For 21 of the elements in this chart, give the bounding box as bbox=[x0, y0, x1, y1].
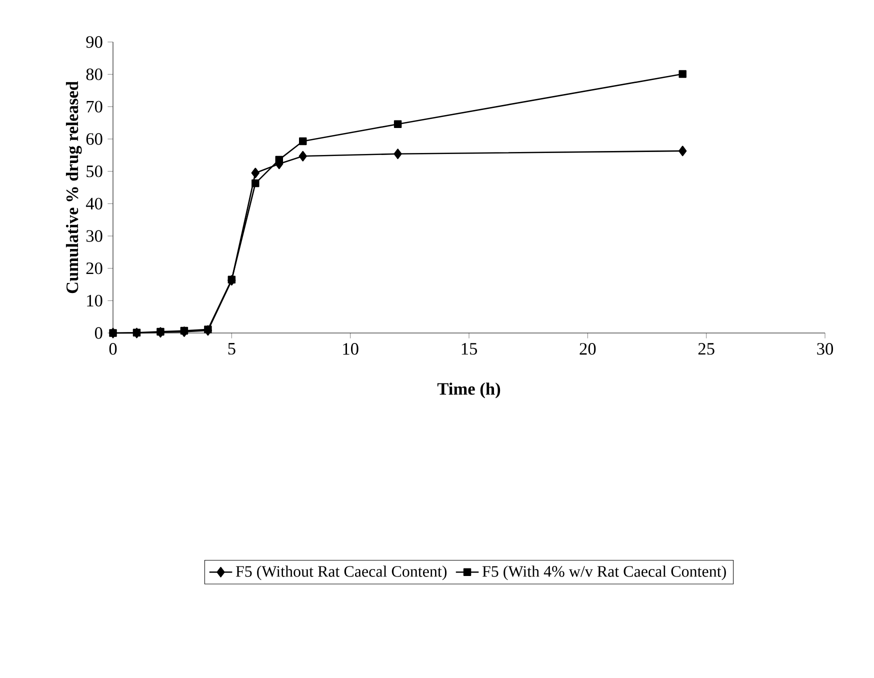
y-tick-label: 10 bbox=[87, 294, 102, 307]
y-tick-label: 50 bbox=[86, 165, 102, 178]
y-tick-label: 80 bbox=[86, 68, 102, 80]
x-axis-title: Time (h) bbox=[437, 382, 500, 398]
x-tick-label: 20 bbox=[580, 343, 596, 355]
x-tick-label: 10 bbox=[343, 343, 358, 355]
y-tick-label: 40 bbox=[86, 198, 102, 210]
y-tick-label: 0 bbox=[94, 327, 102, 339]
x-tick-label: 5 bbox=[228, 343, 236, 355]
x-tick-label: 15 bbox=[462, 343, 477, 355]
y-tick-label: 90 bbox=[86, 36, 102, 48]
y-axis-title: Cumulative % drug released bbox=[66, 81, 82, 294]
y-tick-label: 20 bbox=[86, 262, 102, 274]
legend-label: F5 (With 4% w/v Rat Caecal Content) bbox=[482, 566, 726, 580]
x-tick-label: 30 bbox=[817, 343, 834, 355]
y-tick-label: 70 bbox=[86, 100, 102, 113]
y-tick-label: 60 bbox=[86, 133, 102, 145]
y-tick-label: 30 bbox=[86, 230, 102, 242]
x-tick-label: 0 bbox=[109, 343, 117, 355]
x-tick-label: 25 bbox=[698, 343, 714, 355]
legend-label: F5 (Without Rat Caecal Content) bbox=[236, 566, 447, 580]
